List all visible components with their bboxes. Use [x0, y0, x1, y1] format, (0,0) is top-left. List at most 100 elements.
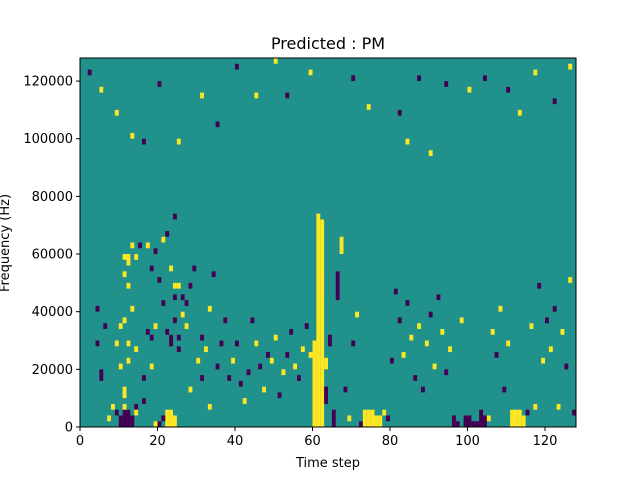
heatmap-cell	[552, 305, 557, 312]
heatmap-cell	[161, 236, 166, 243]
heatmap-cell	[467, 86, 472, 93]
heatmap-cell	[428, 150, 433, 157]
heatmap-cell	[266, 352, 270, 358]
heatmap-cell	[452, 415, 456, 427]
y-tick-label: 120000	[23, 75, 73, 90]
heatmap-cell	[134, 346, 139, 353]
heatmap-cell	[343, 386, 348, 393]
heatmap-cell	[320, 219, 325, 427]
heatmap-cell	[254, 92, 259, 99]
heatmap-cell	[130, 305, 135, 312]
heatmap-cell	[564, 363, 569, 370]
heatmap-cell	[568, 277, 573, 283]
heatmap-cell	[529, 323, 534, 329]
heatmap-cell	[200, 375, 204, 381]
heatmap-cell	[459, 317, 464, 324]
heatmap-cell	[215, 363, 220, 370]
heatmap-cell	[506, 340, 511, 347]
heatmap-cell	[486, 415, 491, 422]
heatmap-cell	[339, 236, 344, 255]
heatmap-cell	[386, 415, 390, 422]
heatmap-cell	[285, 92, 290, 99]
heatmap-cell	[118, 323, 123, 329]
heatmap-cell	[149, 363, 154, 370]
heatmap-cell	[138, 242, 142, 249]
heatmap-cell	[114, 340, 119, 347]
y-axis-label: Frequency (Hz)	[0, 194, 13, 292]
heatmap-cell	[494, 352, 499, 358]
y-tick-label: 20000	[32, 363, 73, 378]
heatmap-cell	[192, 265, 197, 272]
heatmap-cell	[471, 421, 476, 427]
heatmap-cell	[250, 317, 255, 324]
heatmap-cell	[211, 271, 216, 278]
heatmap-cell	[304, 323, 309, 329]
heatmap-cell	[273, 334, 278, 341]
heatmap-cell	[521, 415, 526, 427]
heatmap-cell	[180, 311, 185, 318]
heatmap-cell	[517, 109, 522, 116]
y-axis: 0 20000 40000 60000 80000 100000 120000	[23, 75, 80, 436]
heatmap-cell	[153, 248, 158, 255]
heatmap-cell	[448, 346, 452, 353]
heatmap-cell	[308, 352, 313, 358]
heatmap-cell	[122, 254, 127, 260]
heatmap-cell	[238, 380, 243, 387]
heatmap-cell	[444, 369, 449, 376]
heatmap-cell	[463, 415, 468, 427]
heatmap-cell	[475, 421, 480, 427]
heatmap-cell	[142, 375, 146, 381]
heatmap-cell	[169, 334, 173, 347]
heatmap-cell	[176, 334, 181, 341]
heatmap-cell	[324, 386, 328, 404]
heatmap-cell	[161, 300, 166, 306]
heatmap-cell	[169, 265, 173, 272]
heatmap-cell	[293, 363, 297, 370]
heatmap-cell	[114, 409, 119, 416]
heatmap-cell	[180, 294, 185, 301]
x-tick-label: 100	[455, 434, 480, 449]
heatmap-cell	[246, 369, 251, 376]
heatmap-cell	[533, 69, 538, 76]
heatmap-cell	[223, 317, 228, 324]
heatmap-cell	[285, 352, 290, 358]
heatmap-cell	[188, 386, 193, 393]
heatmap-cell	[118, 415, 123, 427]
heatmap-cell	[173, 282, 177, 289]
y-tick-label: 40000	[32, 305, 73, 320]
heatmap-cell	[545, 317, 549, 324]
heatmap-cell	[118, 363, 123, 370]
heatmap-cell	[157, 421, 162, 427]
heatmap-cell	[176, 138, 181, 145]
heatmap-cell	[455, 421, 460, 427]
heatmap-cell	[95, 305, 100, 312]
heatmap-cell	[134, 409, 139, 416]
heatmap-cell	[165, 409, 170, 427]
heatmap-cell	[514, 409, 518, 427]
heatmap-cell	[548, 346, 553, 353]
heatmap-cell	[169, 409, 173, 427]
heatmap-cell	[397, 109, 402, 116]
heatmap-cell	[273, 58, 278, 64]
heatmap-cell	[328, 334, 332, 347]
heatmap-cell	[413, 375, 418, 381]
heatmap-cell	[258, 363, 263, 370]
heatmap-cell	[440, 328, 445, 335]
heatmap-cell	[165, 328, 170, 335]
heatmap-cell	[331, 409, 336, 427]
heatmap-cell	[405, 300, 410, 306]
heatmap-cell	[467, 415, 472, 427]
heatmap-cell	[506, 86, 511, 93]
heatmap-cell	[366, 409, 371, 427]
heatmap-cell	[161, 415, 166, 422]
heatmap-cell	[126, 254, 131, 266]
heatmap-cell	[568, 63, 573, 70]
heatmap-cell	[103, 323, 108, 329]
heatmap-cell	[362, 409, 367, 427]
x-tick-label: 20	[149, 434, 166, 449]
heatmap-cell	[235, 63, 239, 70]
heatmap-cell	[219, 340, 224, 347]
heatmap-cell	[111, 403, 115, 410]
heatmap-cell	[149, 265, 154, 272]
x-tick-label: 0	[76, 434, 84, 449]
